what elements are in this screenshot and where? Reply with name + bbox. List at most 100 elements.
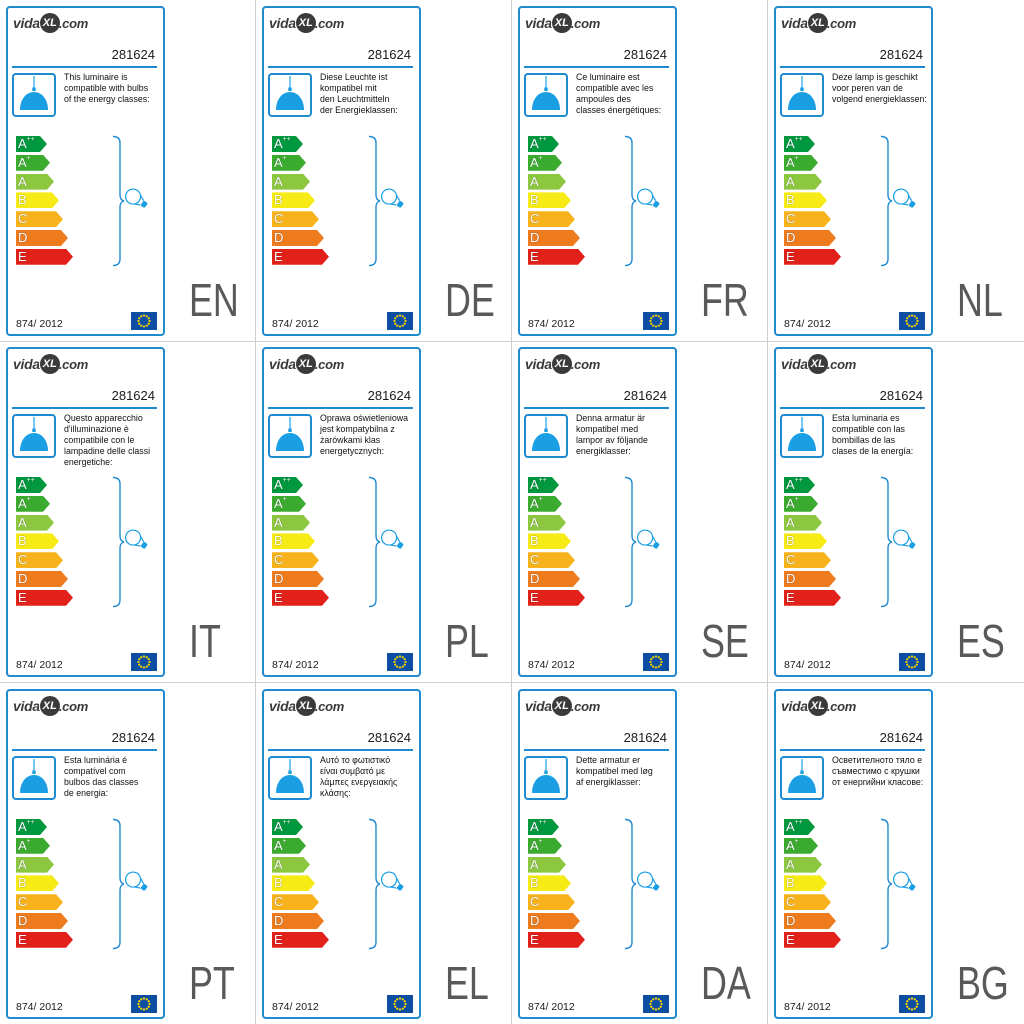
energy-class-letter: A [18,136,27,151]
energy-class-arrow-a: A [784,857,822,873]
energy-label-card: vida XL .com 281624 Deze lamp is geschikt … [774,6,933,336]
pendant-lamp-icon [268,414,312,458]
energy-class-letter: A [530,837,539,853]
energy-class-letter: A [18,856,27,872]
pendant-lamp-icon [12,414,56,458]
regulation-number: 874/ 2012 [784,659,831,671]
product-code: 281624 [367,47,411,62]
divider-line [12,749,157,751]
energy-class-letter: B [274,875,283,891]
energy-class-scale: A++ A+ A B C D E [16,136,73,265]
regulation-number: 874/ 2012 [272,1001,319,1013]
energy-class-arrow-a-plus: A+ [784,155,818,171]
bulb-icon [380,871,404,891]
energy-class-superscript: ++ [794,136,803,143]
bulb-icon [892,188,916,208]
bracket-icon [624,818,637,950]
language-code: ES [957,615,1005,667]
energy-class-arrow-c: C [16,894,63,910]
energy-class-letter: C [18,552,28,568]
energy-class-letter: C [18,894,28,910]
energy-class-letter: B [274,192,283,208]
divider-line [268,749,413,751]
eu-flag-icon [899,312,925,330]
brand-logo-mark: XL [295,696,316,716]
energy-class-letter: B [786,875,795,891]
energy-class-letter: E [274,589,283,605]
energy-class-letter: B [18,192,27,208]
brand-logo-suffix: .com [58,698,88,714]
energy-class-letter: A [274,477,283,492]
bracket-icon [624,135,637,267]
brand-logo: vida XL .com [269,353,344,375]
energy-class-scale: A++ A+ A B C D E [16,819,73,948]
bulb-icon [380,529,404,549]
brand-logo-suffix: .com [826,698,856,714]
energy-class-arrow-d: D [528,230,580,246]
energy-label-card: vida XL .com 281624 Oprawa oświetleniowa j… [262,347,421,677]
energy-label-card: vida XL .com 281624 This luminaire is comp… [6,6,165,336]
bracket-icon [112,135,125,267]
energy-class-arrow-a: A [16,515,54,531]
energy-class-superscript: + [282,495,287,503]
energy-class-arrow-a: A [272,857,310,873]
energy-class-arrow-b: B [272,533,315,549]
energy-class-arrow-c: C [16,552,63,568]
energy-class-letter: D [18,570,28,586]
divider-line [268,407,413,409]
energy-class-scale: A++ A+ A B C D E [16,477,73,606]
language-code: DA [701,957,751,1009]
bulb-icon [892,529,916,549]
regulation-number: 874/ 2012 [272,659,319,671]
divider-line [780,749,925,751]
energy-class-arrow-c: C [784,552,831,568]
brand-logo-mark: XL [295,13,316,33]
brand-logo-mark: XL [551,13,572,33]
brand-logo-suffix: .com [826,15,856,31]
energy-class-superscript: + [538,837,543,845]
brand-logo-word: vida [525,356,552,372]
energy-class-letter: D [530,570,540,586]
eu-flag-icon [387,653,413,671]
energy-label-card: vida XL .com 281624 Questo apparecchio d'i… [6,347,165,677]
energy-class-arrow-c: C [528,894,575,910]
pendant-lamp-icon [524,756,568,800]
regulation-number: 874/ 2012 [784,1001,831,1013]
energy-class-arrow-b: B [784,875,827,891]
energy-class-letter: A [18,495,27,511]
energy-class-arrow-a-plus: A+ [16,155,50,171]
energy-class-letter: E [530,589,539,605]
energy-class-letter: A [786,514,795,530]
grid-divider [511,0,512,1024]
energy-class-arrow-a-plus-plus: A++ [16,136,47,152]
energy-class-superscript: + [26,154,31,162]
regulation-number: 874/ 2012 [784,318,831,330]
energy-label-card: vida XL .com 281624 Dette armatur er kompa… [518,689,677,1019]
brand-logo-mark: XL [807,354,828,374]
energy-class-arrow-a-plus-plus: A++ [784,819,815,835]
bracket-icon [368,135,381,267]
energy-class-arrow-d: D [16,913,68,929]
product-code: 281624 [367,388,411,403]
energy-class-arrow-d: D [272,913,324,929]
regulation-number: 874/ 2012 [528,659,575,671]
pendant-lamp-icon [268,756,312,800]
energy-class-arrow-d: D [528,913,580,929]
compatibility-text: Ce luminaire est compatible avec les amp… [576,72,662,115]
energy-class-letter: B [274,533,283,549]
energy-class-arrow-b: B [528,533,571,549]
energy-class-letter: A [786,837,795,853]
brand-logo: vida XL .com [781,353,856,375]
energy-class-letter: D [786,229,796,245]
energy-class-arrow-e: E [528,932,585,948]
energy-class-arrow-e: E [16,590,73,606]
energy-class-letter: C [530,894,540,910]
energy-class-arrow-a-plus-plus: A++ [528,136,559,152]
energy-class-superscript: + [26,495,31,503]
brand-logo: vida XL .com [781,12,856,34]
energy-class-arrow-e: E [528,590,585,606]
compatibility-text: Esta luminaria es compatible con las bom… [832,413,914,456]
energy-class-scale: A++ A+ A B C D E [528,136,585,265]
energy-class-letter: D [18,912,28,928]
energy-label-cell-se: vida XL .com 281624 Denna armatur är kompa… [512,341,768,682]
